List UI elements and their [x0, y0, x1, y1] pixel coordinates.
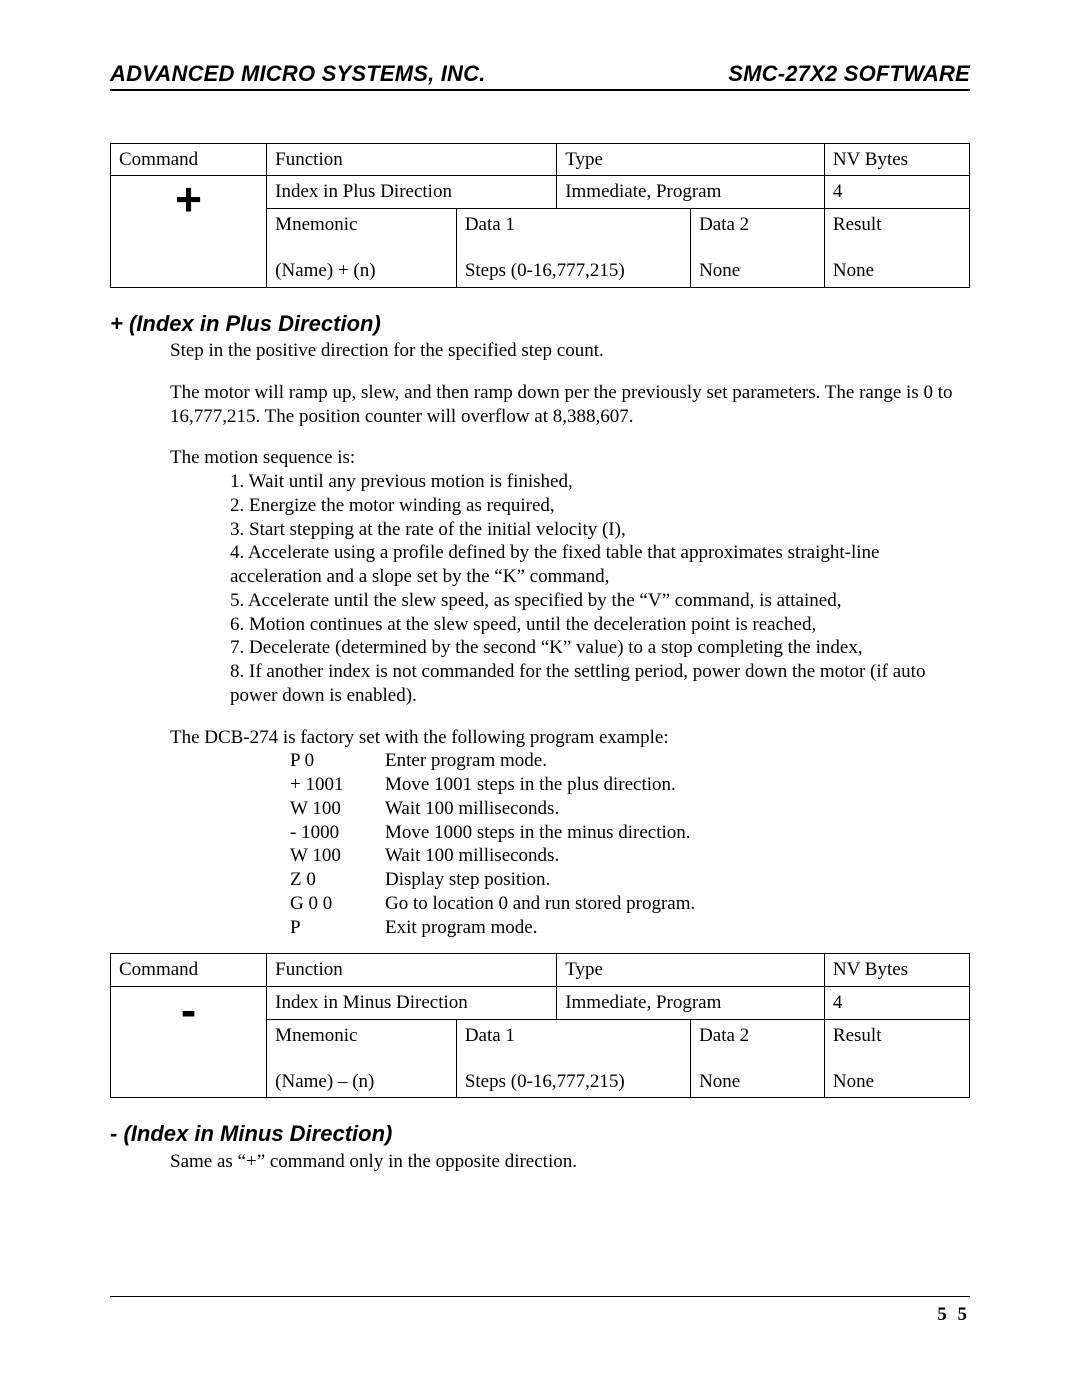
- prog-desc: Move 1001 steps in the plus direction.: [385, 773, 970, 797]
- t1-function-header: Function: [267, 143, 557, 176]
- seq-item: 8. If another index is not commanded for…: [230, 660, 970, 708]
- t1-data2-val: None: [691, 241, 825, 287]
- t1-command-header: Command: [111, 143, 267, 176]
- t2-mnemonic-val: (Name) – (n): [267, 1052, 457, 1098]
- command-table-minus: Command Function Type NV Bytes - Index i…: [110, 953, 970, 1098]
- section1-title: + (Index in Plus Direction): [110, 310, 970, 338]
- t1-function-val: Index in Plus Direction: [267, 176, 557, 209]
- prog-cmd: W 100: [290, 797, 385, 821]
- t1-mnemonic-header: Mnemonic: [267, 209, 457, 241]
- seq-item: 6. Motion continues at the slew speed, u…: [230, 613, 970, 637]
- t2-result-header: Result: [824, 1019, 969, 1051]
- seq-item: 4. Accelerate using a profile defined by…: [230, 541, 970, 589]
- seq-item: 7. Decelerate (determined by the second …: [230, 636, 970, 660]
- seq-item: 2. Energize the motor winding as require…: [230, 494, 970, 518]
- t1-type-val: Immediate, Program: [557, 176, 825, 209]
- t2-data1-header: Data 1: [456, 1019, 690, 1051]
- t2-mnemonic-header: Mnemonic: [267, 1019, 457, 1051]
- t1-result-val: None: [824, 241, 969, 287]
- prog-cmd: + 1001: [290, 773, 385, 797]
- t2-data2-val: None: [691, 1052, 825, 1098]
- prog-cmd: W 100: [290, 844, 385, 868]
- prog-cmd: G 0 0: [290, 892, 385, 916]
- prog-desc: Display step position.: [385, 868, 970, 892]
- prog-desc: Exit program mode.: [385, 916, 970, 940]
- prog-cmd: - 1000: [290, 821, 385, 845]
- t2-data2-header: Data 2: [691, 1019, 825, 1051]
- header-left: ADVANCED MICRO SYSTEMS, INC.: [110, 60, 486, 88]
- t1-data1-header: Data 1: [456, 209, 690, 241]
- seq-item: 3. Start stepping at the rate of the ini…: [230, 518, 970, 542]
- page-footer: 5 5: [110, 1296, 970, 1327]
- seq-item: 1. Wait until any previous motion is fin…: [230, 470, 970, 494]
- prog-cmd: Z 0: [290, 868, 385, 892]
- prog-desc: Wait 100 milliseconds.: [385, 797, 970, 821]
- header-right: SMC-27X2 SOFTWARE: [728, 60, 970, 88]
- t2-type-val: Immediate, Program: [557, 987, 825, 1020]
- prog-desc: Move 1000 steps in the minus direction.: [385, 821, 970, 845]
- t1-nvbytes-header: NV Bytes: [824, 143, 969, 176]
- t1-result-header: Result: [824, 209, 969, 241]
- section2-intro: Same as “+” command only in the opposite…: [170, 1150, 970, 1174]
- section1-para2: The motor will ramp up, slew, and then r…: [170, 381, 970, 429]
- prog-desc: Enter program mode.: [385, 749, 970, 773]
- t2-nvbytes-header: NV Bytes: [824, 954, 969, 987]
- t2-command-header: Command: [111, 954, 267, 987]
- t2-type-header: Type: [557, 954, 825, 987]
- t2-nvbytes-val: 4: [824, 987, 969, 1020]
- t2-function-header: Function: [267, 954, 557, 987]
- prog-desc: Wait 100 milliseconds.: [385, 844, 970, 868]
- t2-data1-val: Steps (0-16,777,215): [456, 1052, 690, 1098]
- t2-result-val: None: [824, 1052, 969, 1098]
- prog-cmd: P 0: [290, 749, 385, 773]
- t2-function-val: Index in Minus Direction: [267, 987, 557, 1020]
- program-listing: P 0Enter program mode. + 1001Move 1001 s…: [290, 749, 970, 939]
- prog-desc: Go to location 0 and run stored program.: [385, 892, 970, 916]
- prog-cmd: P: [290, 916, 385, 940]
- t2-symbol: -: [111, 987, 267, 1098]
- t1-data1-val: Steps (0-16,777,215): [456, 241, 690, 287]
- page-number: 5 5: [110, 1303, 970, 1327]
- section2-title: - (Index in Minus Direction): [110, 1120, 970, 1148]
- section1-intro: Step in the positive direction for the s…: [170, 339, 970, 363]
- t1-data2-header: Data 2: [691, 209, 825, 241]
- t1-symbol: +: [111, 176, 267, 287]
- command-table-plus: Command Function Type NV Bytes + Index i…: [110, 143, 970, 288]
- page-header: ADVANCED MICRO SYSTEMS, INC. SMC-27X2 SO…: [110, 60, 970, 91]
- t1-type-header: Type: [557, 143, 825, 176]
- t1-nvbytes-val: 4: [824, 176, 969, 209]
- section1-prog-lead: The DCB-274 is factory set with the foll…: [170, 726, 970, 750]
- seq-item: 5. Accelerate until the slew speed, as s…: [230, 589, 970, 613]
- section1-seq-lead: The motion sequence is:: [170, 446, 970, 470]
- t1-mnemonic-val: (Name) + (n): [267, 241, 457, 287]
